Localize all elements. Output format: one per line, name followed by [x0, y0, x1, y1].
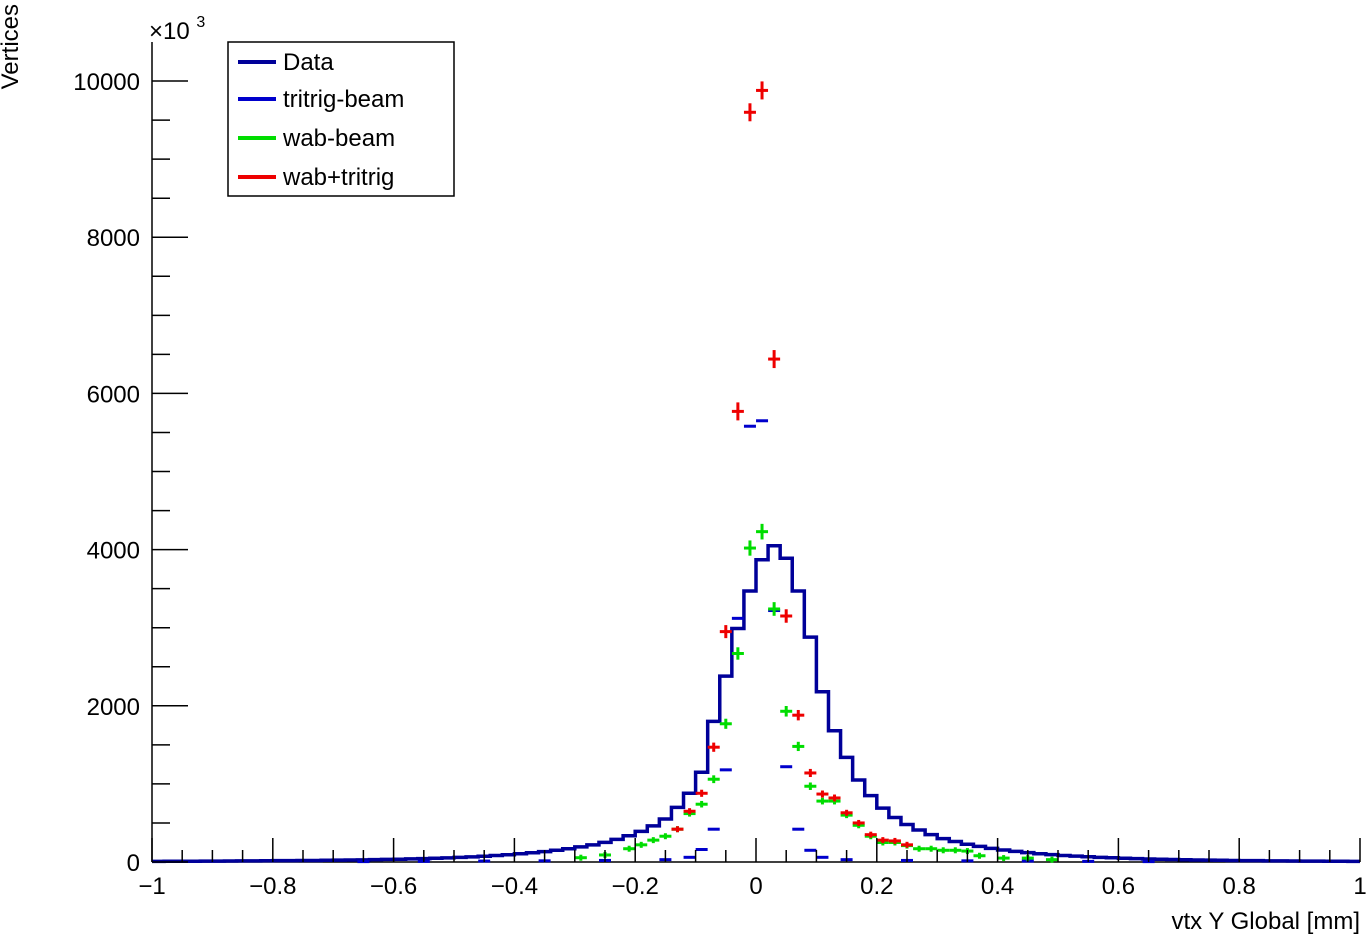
data-point	[925, 845, 938, 852]
series-data	[152, 543, 1360, 864]
x-axis: −1 −0.8 −0.6 −0.4 −0.2 0 0.2 0.4 0.6 0.8 1	[138, 838, 1367, 900]
x-tick-label: −0.2	[612, 873, 659, 900]
y-tick-label: 0	[127, 850, 140, 877]
series-wab-tritrig	[671, 81, 913, 848]
legend-entry-wab-beam: wab-beam	[238, 125, 395, 152]
data-point	[780, 706, 793, 717]
y-axis: 0 2000 4000 6000 8000 10000	[73, 69, 188, 877]
data-point	[743, 540, 756, 556]
data-point	[937, 847, 950, 854]
data-point	[707, 742, 720, 752]
x-axis-title: vtx Y Global [mm]	[1171, 908, 1360, 935]
x-tick-label: 1	[1353, 873, 1366, 900]
x-tick-label: 0	[749, 873, 762, 900]
legend: Data tritrig-beam wab-beam wab+tritrig	[227, 41, 455, 197]
data-point	[949, 847, 962, 854]
data-point	[804, 768, 817, 778]
x-tick-label: 0.6	[1102, 873, 1135, 900]
x-tick-label: 0.8	[1223, 873, 1256, 900]
data-point	[792, 709, 805, 721]
y-multiplier-exponent: 3	[196, 14, 205, 31]
x-tick-label: 0.4	[981, 873, 1014, 900]
legend-box	[227, 41, 455, 197]
data-point	[574, 854, 587, 861]
data-point	[695, 789, 708, 797]
series-layer	[152, 81, 1360, 864]
data-point	[888, 837, 901, 844]
data-point	[864, 831, 877, 838]
y-multiplier-label: ×10 3	[149, 14, 205, 45]
legend-label-wab-tritrig: wab+tritrig	[282, 164, 394, 191]
data-point	[743, 103, 756, 122]
data-point	[913, 845, 926, 852]
data-histogram-line	[152, 543, 1360, 864]
x-tick-label: 0.2	[860, 873, 893, 900]
legend-label-data: Data	[283, 49, 334, 76]
data-point	[731, 647, 744, 660]
y-axis-title: Vertices	[0, 4, 24, 89]
y-tick-label: 2000	[87, 694, 140, 721]
data-point	[731, 402, 744, 421]
data-point	[816, 790, 829, 798]
data-point	[852, 819, 865, 826]
y-tick-label: 10000	[73, 69, 140, 96]
x-tick-label: −0.4	[491, 873, 538, 900]
data-point	[719, 625, 732, 639]
data-point	[804, 782, 817, 790]
data-point	[1045, 856, 1058, 863]
data-point	[647, 837, 660, 844]
x-tick-label: −0.6	[370, 873, 417, 900]
x-tick-label: −0.8	[249, 873, 296, 900]
legend-entry-data: Data	[238, 49, 334, 76]
data-point	[683, 808, 696, 815]
data-point	[695, 800, 708, 808]
data-point	[973, 852, 986, 859]
data-point	[768, 602, 781, 616]
data-point	[840, 809, 853, 816]
data-point	[828, 794, 841, 802]
y-tick-label: 6000	[87, 381, 140, 408]
data-point	[792, 741, 805, 752]
data-point	[768, 350, 781, 369]
data-point	[707, 775, 720, 784]
data-point	[876, 837, 889, 844]
data-point	[635, 841, 648, 848]
y-multiplier-base: ×10	[149, 18, 190, 45]
data-point	[780, 609, 793, 623]
data-point	[756, 523, 769, 540]
y-tick-label: 4000	[87, 538, 140, 565]
data-point	[719, 718, 732, 729]
data-point	[659, 833, 672, 840]
series-tritrig-beam	[357, 419, 1155, 864]
x-tick-label: −1	[138, 873, 165, 900]
data-point	[756, 81, 769, 100]
legend-label-tritrig-beam: tritrig-beam	[283, 86, 404, 113]
legend-label-wab-beam: wab-beam	[282, 125, 395, 152]
legend-entry-tritrig-beam: tritrig-beam	[238, 86, 404, 113]
data-point	[997, 855, 1010, 862]
y-tick-label: 8000	[87, 225, 140, 252]
data-point	[671, 826, 684, 833]
legend-entry-wab-tritrig: wab+tritrig	[238, 164, 394, 191]
data-point	[623, 845, 636, 852]
data-point	[901, 841, 913, 848]
data-point	[816, 797, 829, 805]
